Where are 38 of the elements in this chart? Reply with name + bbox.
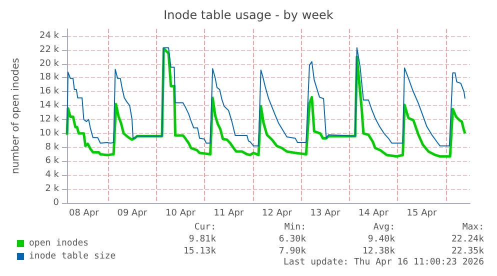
y-tick-label: 6 k — [45, 156, 60, 166]
x-tick-label: 08 Apr — [68, 208, 100, 218]
y-tick-label: 12 k — [39, 114, 60, 124]
x-tick-label: 14 Apr — [358, 208, 389, 218]
legend-label: open inodes — [29, 238, 89, 248]
text: 12.38k — [362, 246, 396, 256]
x-tick-label: 15 Apr — [406, 208, 437, 218]
y-axis-title: number of open inodes — [10, 58, 22, 174]
y-tick-label: 4 k — [45, 170, 60, 180]
text: Avg: — [373, 222, 395, 232]
y-tick-label: 18 k — [39, 72, 60, 83]
y-tick-label: 2 k — [45, 184, 60, 194]
text: 6.30k — [278, 234, 307, 244]
text: Last update: Thu Apr 16 11:00:23 2026 — [284, 258, 484, 268]
x-tick-label: 10 Apr — [166, 208, 196, 218]
text: Max: — [462, 222, 484, 232]
text: 9.81k — [188, 234, 217, 244]
x-tick-label: 09 Apr — [117, 208, 148, 218]
legend-label: inode table size — [29, 252, 116, 262]
text: Min: — [284, 222, 306, 232]
y-tick-label: 20 k — [39, 58, 60, 69]
y-tick-label: 14 k — [39, 100, 60, 111]
y-tick-label: 22 k — [39, 44, 60, 55]
text: Cur: — [194, 222, 216, 232]
x-tick-label: 11 Apr — [214, 208, 244, 218]
text: 15.13k — [183, 246, 217, 256]
chart-title: Inode table usage - by week — [164, 8, 334, 22]
y-tick-label: 16 k — [39, 86, 60, 97]
x-tick-label: 12 Apr — [262, 208, 292, 218]
text: 9.40k — [368, 234, 396, 244]
x-tick-label: 13 Apr — [310, 208, 340, 218]
text: 7.90k — [278, 246, 307, 256]
text: 22.35k — [451, 246, 485, 256]
y-tick-label: 8 k — [45, 142, 60, 152]
y-tick-label: 24 k — [39, 30, 60, 41]
y-tick-label: 0 — [53, 198, 60, 208]
text: 22.24k — [451, 234, 485, 244]
y-tick-label: 10 k — [39, 128, 60, 138]
